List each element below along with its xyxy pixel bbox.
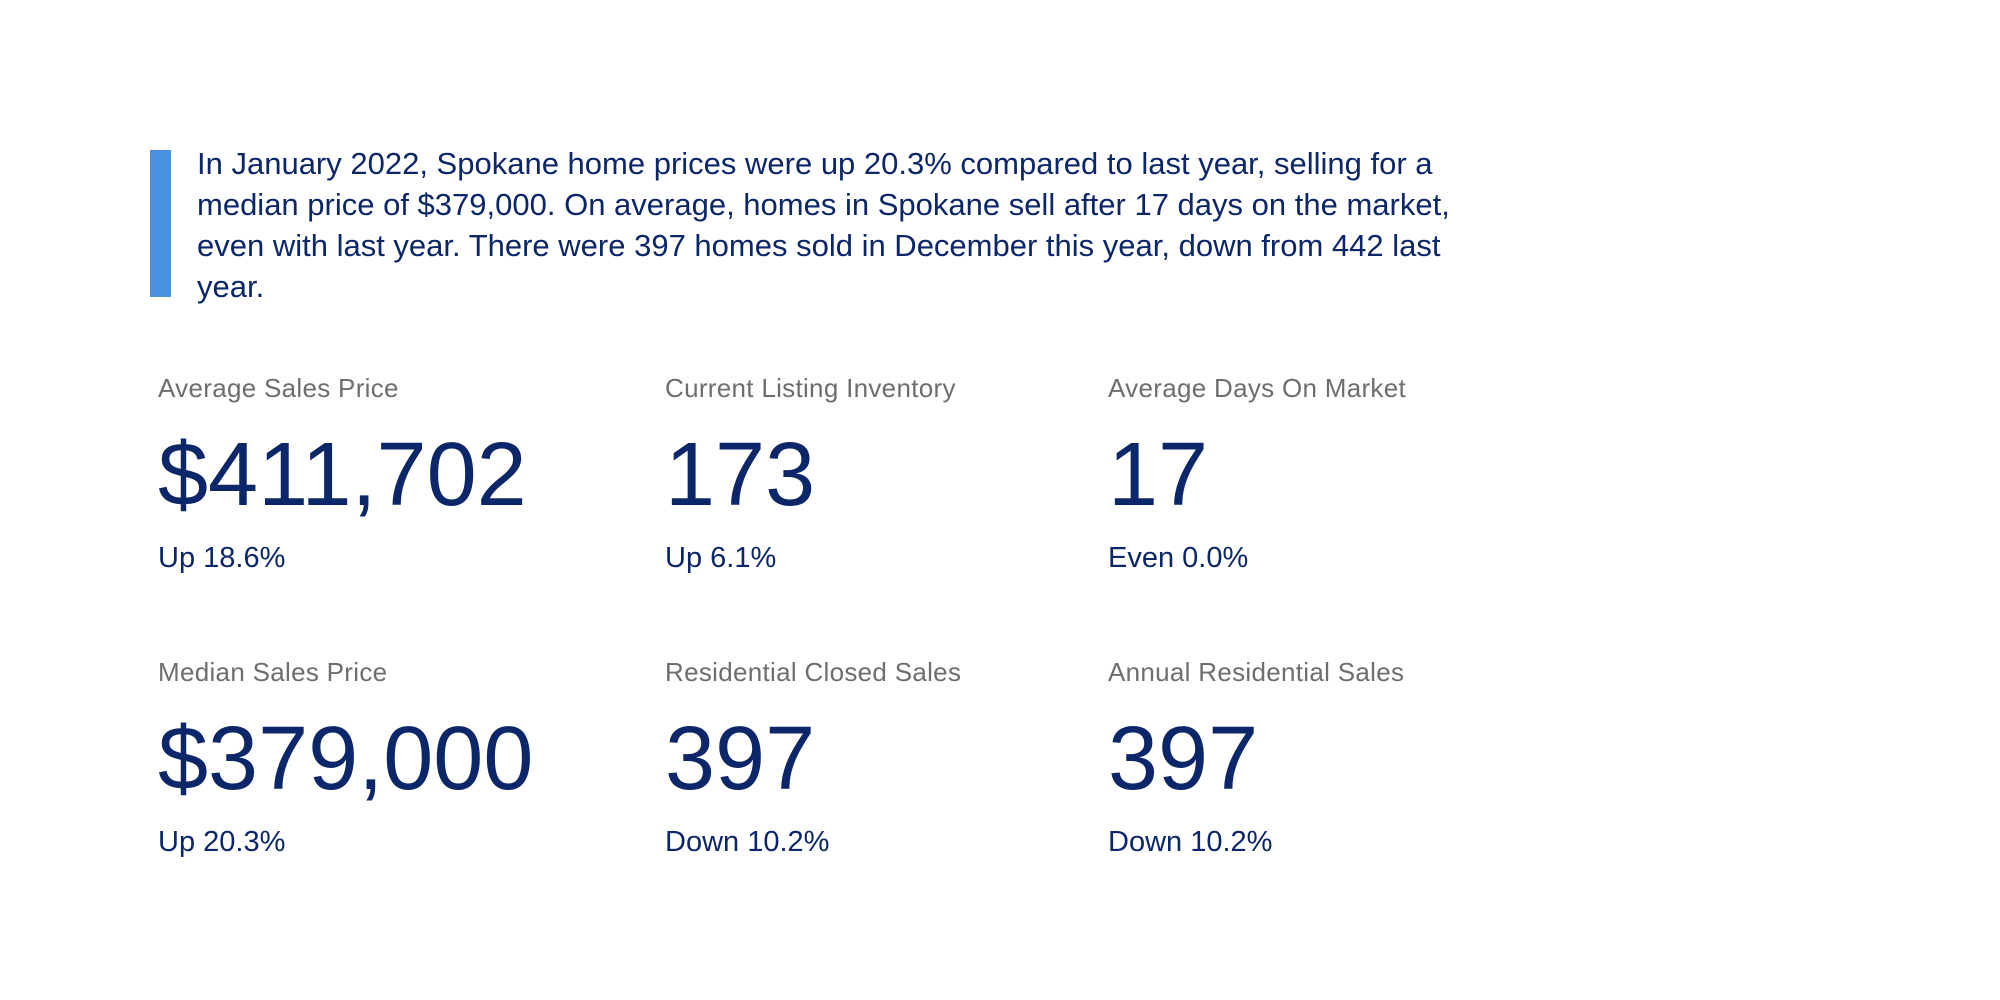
stat-value: $411,702	[158, 425, 527, 525]
stat-label: Average Days On Market	[1108, 373, 1407, 403]
stat-change: Down 10.2%	[665, 826, 830, 858]
stat-value: 17	[1108, 425, 1209, 525]
stat-value: 397	[1108, 709, 1259, 809]
accent-bar	[150, 150, 171, 297]
stat-average-days-on-market: Average Days On Market 17 Even 0.0%	[1108, 373, 1588, 575]
stat-value: 173	[665, 425, 816, 525]
stat-change: Up 20.3%	[158, 826, 286, 858]
stat-annual-residential-sales: Annual Residential Sales 397 Down 10.2%	[1108, 657, 1588, 859]
stat-value: $379,000	[158, 709, 534, 809]
stat-label: Median Sales Price	[158, 657, 388, 687]
stat-label: Annual Residential Sales	[1108, 657, 1405, 687]
stat-median-sales-price: Median Sales Price $379,000 Up 20.3%	[158, 657, 638, 859]
stat-current-listing-inventory: Current Listing Inventory 173 Up 6.1%	[665, 373, 1145, 575]
stat-residential-closed-sales: Residential Closed Sales 397 Down 10.2%	[665, 657, 1145, 859]
stat-label: Average Sales Price	[158, 373, 399, 403]
stat-average-sales-price: Average Sales Price $411,702 Up 18.6%	[158, 373, 638, 575]
stat-label: Current Listing Inventory	[665, 373, 956, 403]
stat-change: Up 6.1%	[665, 542, 777, 574]
stat-change: Up 18.6%	[158, 542, 286, 574]
stat-change: Even 0.0%	[1108, 542, 1249, 574]
stat-label: Residential Closed Sales	[665, 657, 962, 687]
stat-value: 397	[665, 709, 816, 809]
market-summary: In January 2022, Spokane home prices wer…	[197, 146, 1450, 304]
stat-change: Down 10.2%	[1108, 826, 1273, 858]
